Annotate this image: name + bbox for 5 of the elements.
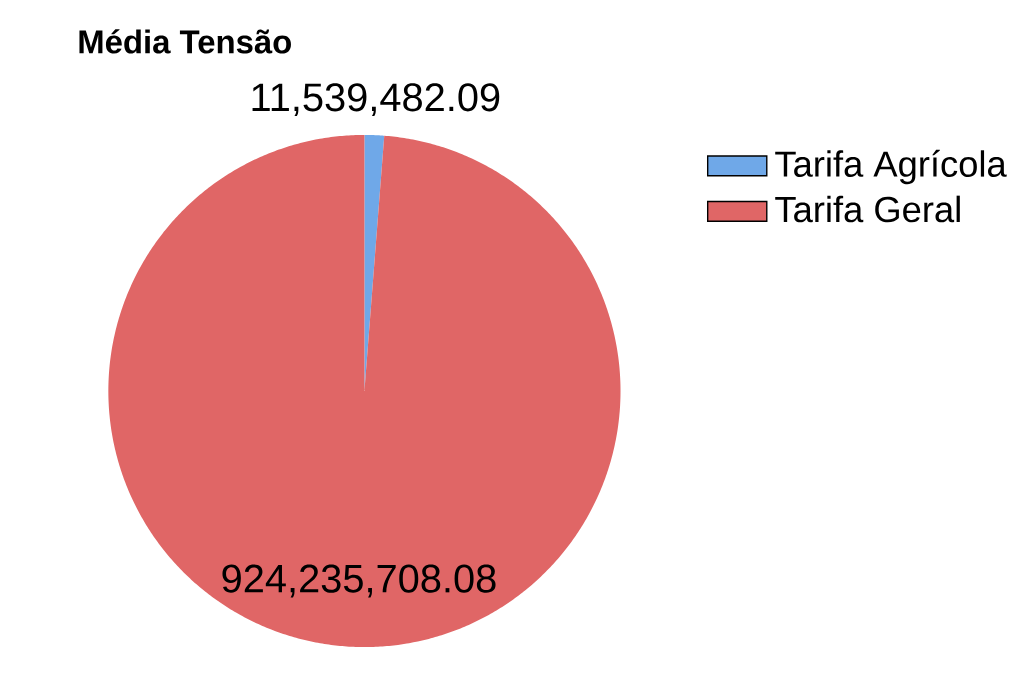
data-label: 11,539,482.09 [252,83,500,117]
data-label: 924,235,708.08 [222,564,496,598]
legend-label: Tarifa Geral [775,195,960,223]
legend-label: Tarifa Agrícola [775,150,1007,185]
chart-title: Média Tensão [79,29,291,54]
